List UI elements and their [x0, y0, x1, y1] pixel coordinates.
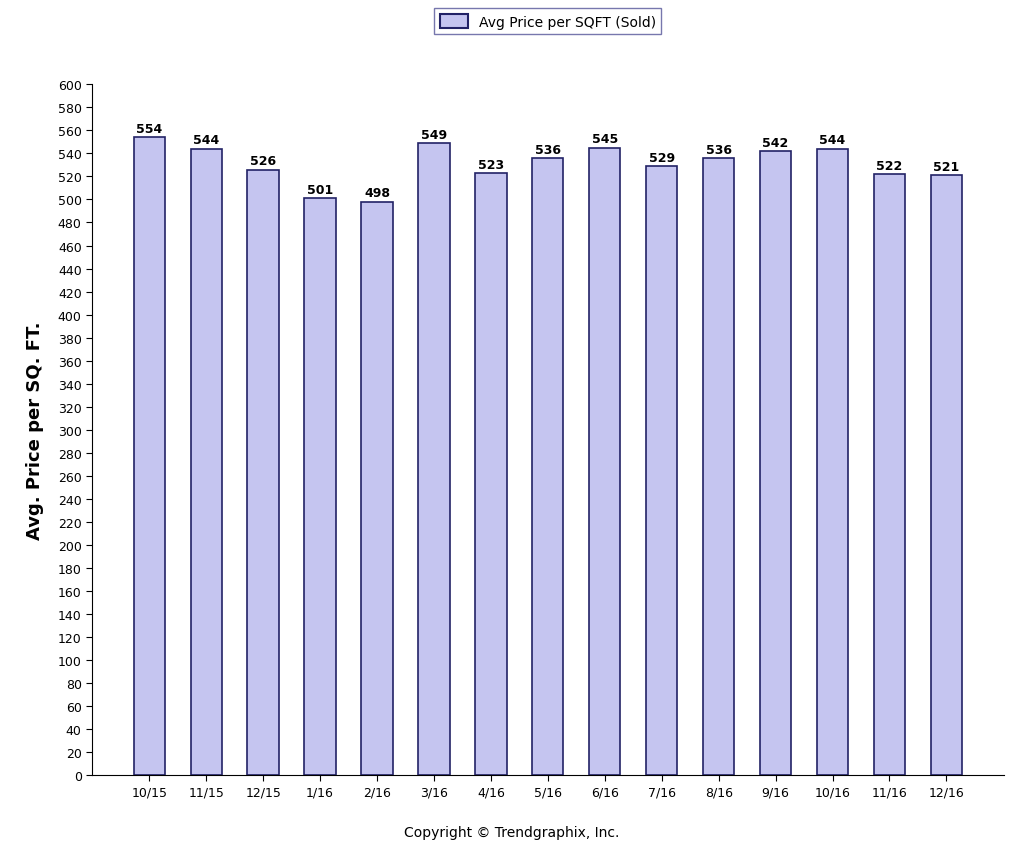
- Bar: [931, 176, 963, 775]
- Bar: [304, 199, 336, 775]
- Bar: [589, 148, 621, 775]
- Text: 521: 521: [933, 161, 959, 174]
- Text: 522: 522: [877, 159, 902, 173]
- Text: 529: 529: [648, 152, 675, 164]
- Legend: Avg Price per SQFT (Sold): Avg Price per SQFT (Sold): [434, 9, 662, 35]
- Text: 549: 549: [421, 129, 447, 141]
- Text: 544: 544: [819, 135, 846, 147]
- Text: 523: 523: [478, 158, 504, 171]
- Bar: [418, 144, 450, 775]
- Bar: [873, 175, 905, 775]
- Text: 498: 498: [364, 187, 390, 200]
- Bar: [248, 170, 279, 775]
- Bar: [133, 138, 165, 775]
- Text: 536: 536: [706, 143, 732, 157]
- Bar: [361, 203, 392, 775]
- Text: 501: 501: [307, 184, 333, 197]
- Y-axis label: Avg. Price per SQ. FT.: Avg. Price per SQ. FT.: [26, 321, 44, 539]
- Text: 542: 542: [763, 136, 788, 150]
- Bar: [817, 150, 848, 775]
- Bar: [190, 150, 222, 775]
- Text: 526: 526: [250, 155, 276, 168]
- Text: 544: 544: [194, 135, 219, 147]
- Text: 536: 536: [535, 143, 561, 157]
- Text: Copyright © Trendgraphix, Inc.: Copyright © Trendgraphix, Inc.: [404, 826, 620, 839]
- Bar: [703, 158, 734, 775]
- Text: 554: 554: [136, 123, 163, 135]
- Bar: [532, 158, 563, 775]
- Text: 545: 545: [592, 133, 617, 147]
- Bar: [646, 167, 678, 775]
- Bar: [475, 174, 507, 775]
- Bar: [760, 152, 792, 775]
